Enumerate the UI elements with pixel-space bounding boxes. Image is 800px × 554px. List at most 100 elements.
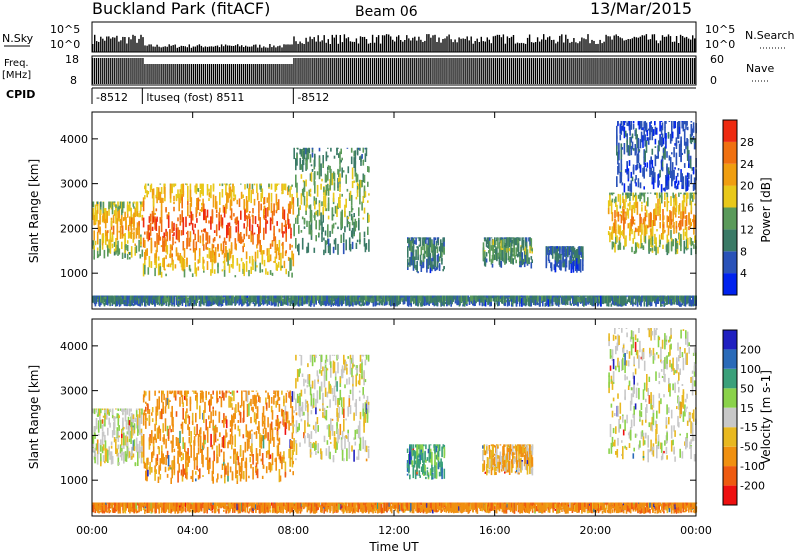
echo-cell (121, 232, 124, 239)
echo-cell (341, 167, 343, 178)
freq-bar (464, 58, 466, 84)
echo-cell (443, 295, 445, 301)
nsky-bar (333, 37, 335, 52)
freq-bar (534, 58, 537, 84)
nsky-bar (92, 44, 94, 52)
nsky-bar (422, 42, 424, 52)
echo-cell (111, 243, 114, 249)
echo-cell (413, 240, 416, 244)
echo-cell (488, 295, 490, 304)
freq-bar (673, 58, 676, 84)
echo-cell (640, 192, 642, 200)
echo-cell (264, 295, 267, 300)
nsky-bar (432, 35, 434, 52)
nsky-bar (96, 41, 98, 52)
echo-cell (285, 250, 287, 254)
echo-cell (223, 237, 226, 243)
echo-cell (169, 295, 171, 297)
freq-bar (234, 64, 237, 84)
echo-cell (324, 295, 327, 301)
echo-cell (253, 232, 256, 235)
nsky-bar (210, 46, 213, 52)
echo-cell (292, 253, 295, 267)
echo-cell (256, 265, 258, 268)
echo-cell (337, 147, 339, 149)
nsky-bar (271, 47, 273, 52)
echo-cell (556, 250, 559, 264)
nsky-bar (645, 34, 648, 52)
echo-cell (310, 229, 313, 236)
echo-cell (93, 214, 95, 226)
echo-cell (119, 201, 122, 206)
echo-cell (331, 208, 334, 221)
echo-cell (189, 183, 192, 190)
echo-cell (524, 246, 527, 255)
echo-cell (136, 298, 139, 306)
echo-cell (571, 252, 574, 258)
echo-cell (419, 237, 422, 247)
nsky-bar (651, 34, 654, 52)
freq-bar (667, 58, 670, 84)
freq-bar (482, 58, 484, 84)
echo-cell (337, 298, 339, 307)
echo-cell (185, 295, 187, 306)
echo-cell (660, 121, 663, 122)
echo-cell (427, 266, 430, 269)
echo-cell (133, 231, 135, 240)
echo-cell (147, 191, 150, 195)
echo-cell (327, 238, 330, 248)
freq-bar (547, 58, 549, 84)
echo-cell (196, 183, 198, 191)
echo-cell (357, 297, 360, 300)
freq-bar (239, 64, 241, 84)
echo-cell (164, 183, 166, 186)
echo-cell (664, 201, 666, 208)
echo-cell (187, 237, 189, 247)
echo-cell (611, 212, 614, 222)
echo-cell (564, 246, 567, 250)
echo-cell (528, 237, 530, 241)
echo-cell (351, 180, 354, 189)
echo-cell (483, 297, 486, 305)
echo-cell (249, 183, 251, 190)
echo-cell (252, 259, 254, 270)
freq-bar (232, 64, 235, 84)
echo-cell (619, 134, 622, 141)
echo-cell (660, 184, 663, 193)
nsky-bar (657, 43, 660, 52)
freq-bar (504, 58, 506, 84)
nsky-bar (162, 46, 164, 52)
echo-cell (409, 256, 411, 267)
echo-cell (367, 166, 369, 172)
echo-cell (623, 183, 626, 193)
echo-cell (166, 245, 169, 255)
echo-cell (392, 295, 395, 304)
echo-cell (483, 295, 486, 298)
nsky-bar (466, 36, 468, 52)
echo-cell (336, 295, 338, 298)
echo-cell (667, 176, 670, 190)
echo-cell (259, 224, 261, 234)
echo-cell (674, 212, 677, 218)
echo-cell (321, 178, 323, 182)
echo-cell (646, 137, 649, 141)
nsky-bar (490, 43, 492, 52)
nsky-bar (617, 36, 619, 52)
echo-cell (226, 300, 228, 305)
echo-cell (669, 166, 672, 179)
echo-cell (124, 211, 126, 221)
freq-bar (639, 58, 641, 84)
echo-cell (339, 295, 341, 305)
freq-bar (677, 58, 680, 84)
freq-bar (102, 58, 104, 84)
echo-cell (245, 260, 248, 272)
echo-cell (692, 241, 694, 246)
echo-cell (185, 296, 187, 299)
freq-bar (559, 58, 561, 84)
echo-cell (164, 186, 166, 199)
echo-cell (128, 295, 130, 304)
echo-cell (215, 295, 218, 303)
echo-cell (329, 179, 331, 191)
echo-cell (668, 170, 671, 175)
echo-cell (449, 295, 451, 302)
